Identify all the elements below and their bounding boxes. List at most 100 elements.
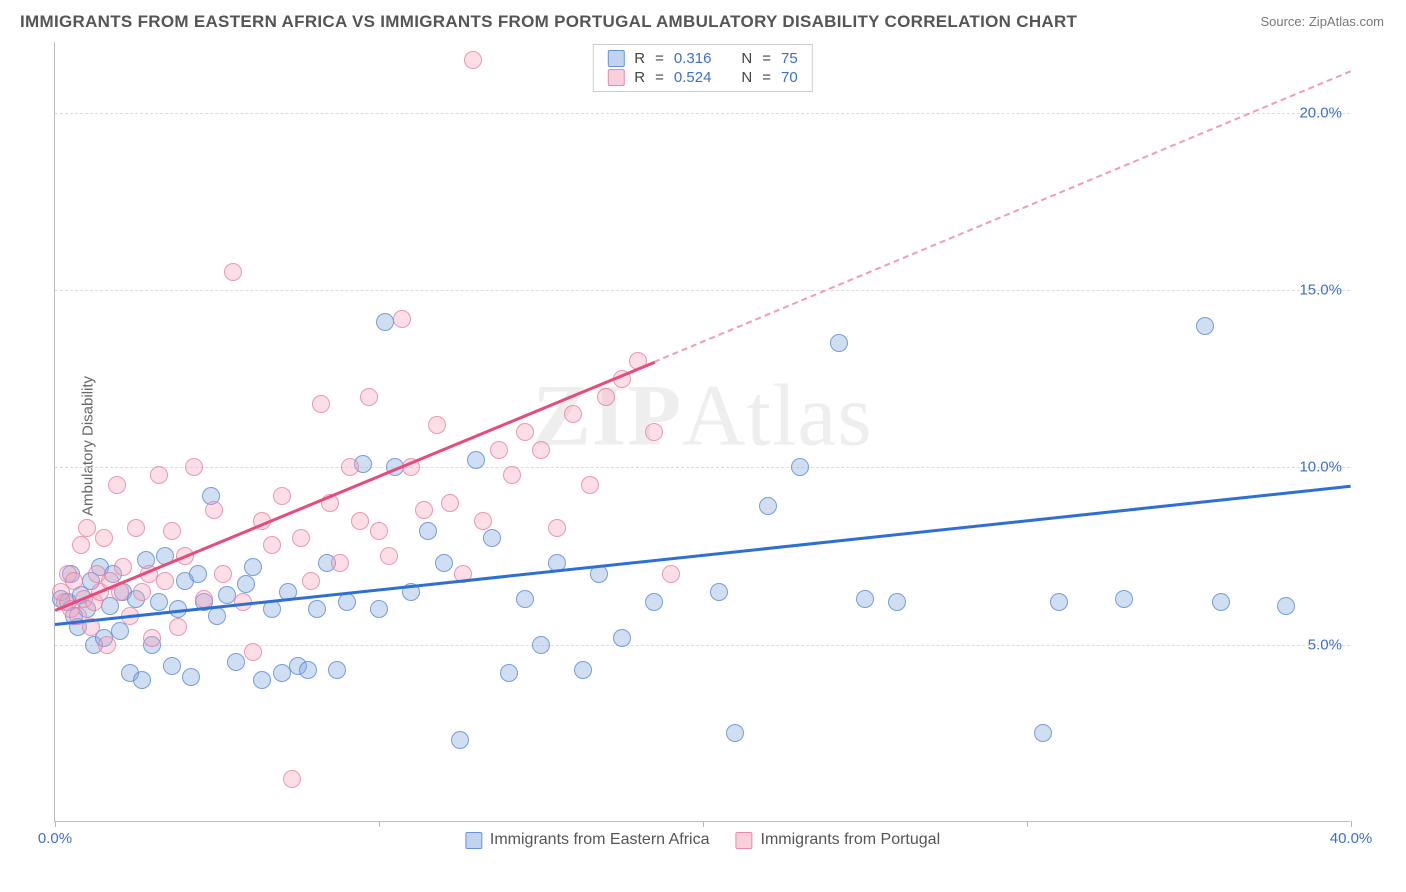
eq-label2: =: [762, 50, 771, 67]
chart-area: ZIPAtlas R = 0.316 N = 75 R = 0.524 N = …: [54, 42, 1350, 822]
data-point: [503, 466, 521, 484]
data-point: [645, 593, 663, 611]
r-value-blue: 0.316: [674, 50, 712, 67]
data-point: [483, 529, 501, 547]
data-point: [393, 310, 411, 328]
swatch-blue-icon: [607, 50, 624, 67]
data-point: [516, 590, 534, 608]
data-point: [1196, 317, 1214, 335]
data-point: [341, 458, 359, 476]
data-point: [710, 583, 728, 601]
data-point: [532, 441, 550, 459]
legend-item-pink: Immigrants from Portugal: [736, 831, 941, 849]
data-point: [189, 565, 207, 583]
data-point: [464, 51, 482, 69]
y-tick-label: 10.0%: [1299, 459, 1342, 476]
data-point: [516, 423, 534, 441]
data-point: [1034, 724, 1052, 742]
legend-row-blue: R = 0.316 N = 75: [607, 49, 797, 68]
trend-line: [55, 485, 1351, 626]
legend-series: Immigrants from Eastern Africa Immigrant…: [465, 831, 940, 849]
data-point: [108, 476, 126, 494]
data-point: [791, 458, 809, 476]
data-point: [185, 458, 203, 476]
data-point: [1212, 593, 1230, 611]
data-point: [370, 600, 388, 618]
data-point: [98, 636, 116, 654]
eq-label: =: [655, 50, 664, 67]
swatch-pink-icon: [736, 832, 753, 849]
data-point: [163, 657, 181, 675]
r-label: R: [634, 50, 645, 67]
trend-line: [55, 361, 655, 611]
x-tick-mark: [1027, 821, 1028, 827]
data-point: [214, 565, 232, 583]
data-point: [1277, 597, 1295, 615]
data-point: [490, 441, 508, 459]
y-tick-label: 20.0%: [1299, 104, 1342, 121]
source-label: Source: ZipAtlas.com: [1260, 14, 1384, 29]
data-point: [205, 501, 223, 519]
data-point: [143, 629, 161, 647]
data-point: [273, 487, 291, 505]
x-tick-label: 0.0%: [38, 830, 72, 847]
grid-line: [55, 290, 1350, 291]
r-value-pink: 0.524: [674, 69, 712, 86]
data-point: [645, 423, 663, 441]
data-point: [312, 395, 330, 413]
data-point: [581, 476, 599, 494]
data-point: [163, 522, 181, 540]
n-value-blue: 75: [781, 50, 798, 67]
chart-title: IMMIGRANTS FROM EASTERN AFRICA VS IMMIGR…: [20, 12, 1077, 32]
data-point: [328, 661, 346, 679]
x-tick-mark: [55, 821, 56, 827]
watermark-light: Atlas: [682, 367, 873, 464]
eq-label: =: [655, 69, 664, 86]
data-point: [451, 731, 469, 749]
data-point: [114, 558, 132, 576]
watermark: ZIPAtlas: [532, 365, 872, 466]
swatch-pink-icon: [607, 69, 624, 86]
data-point: [856, 590, 874, 608]
data-point: [150, 593, 168, 611]
data-point: [133, 583, 151, 601]
x-tick-label: 40.0%: [1330, 830, 1373, 847]
r-label: R: [634, 69, 645, 86]
data-point: [182, 668, 200, 686]
data-point: [224, 263, 242, 281]
data-point: [662, 565, 680, 583]
grid-line: [55, 113, 1350, 114]
data-point: [548, 519, 566, 537]
data-point: [415, 501, 433, 519]
data-point: [360, 388, 378, 406]
n-label: N: [741, 69, 752, 86]
data-point: [208, 607, 226, 625]
data-point: [253, 671, 271, 689]
data-point: [156, 572, 174, 590]
data-point: [283, 770, 301, 788]
x-tick-mark: [1351, 821, 1352, 827]
data-point: [467, 451, 485, 469]
data-point: [292, 529, 310, 547]
data-point: [195, 590, 213, 608]
data-point: [244, 643, 262, 661]
data-point: [500, 664, 518, 682]
data-point: [244, 558, 262, 576]
x-tick-mark: [379, 821, 380, 827]
legend-stats: R = 0.316 N = 75 R = 0.524 N = 70: [592, 44, 812, 92]
data-point: [331, 554, 349, 572]
data-point: [95, 529, 113, 547]
data-point: [133, 671, 151, 689]
data-point: [308, 600, 326, 618]
data-point: [351, 512, 369, 530]
y-tick-label: 5.0%: [1308, 636, 1342, 653]
data-point: [302, 572, 320, 590]
data-point: [237, 575, 255, 593]
data-point: [532, 636, 550, 654]
data-point: [127, 519, 145, 537]
n-value-pink: 70: [781, 69, 798, 86]
data-point: [299, 661, 317, 679]
swatch-blue-icon: [465, 832, 482, 849]
data-point: [613, 629, 631, 647]
data-point: [428, 416, 446, 434]
